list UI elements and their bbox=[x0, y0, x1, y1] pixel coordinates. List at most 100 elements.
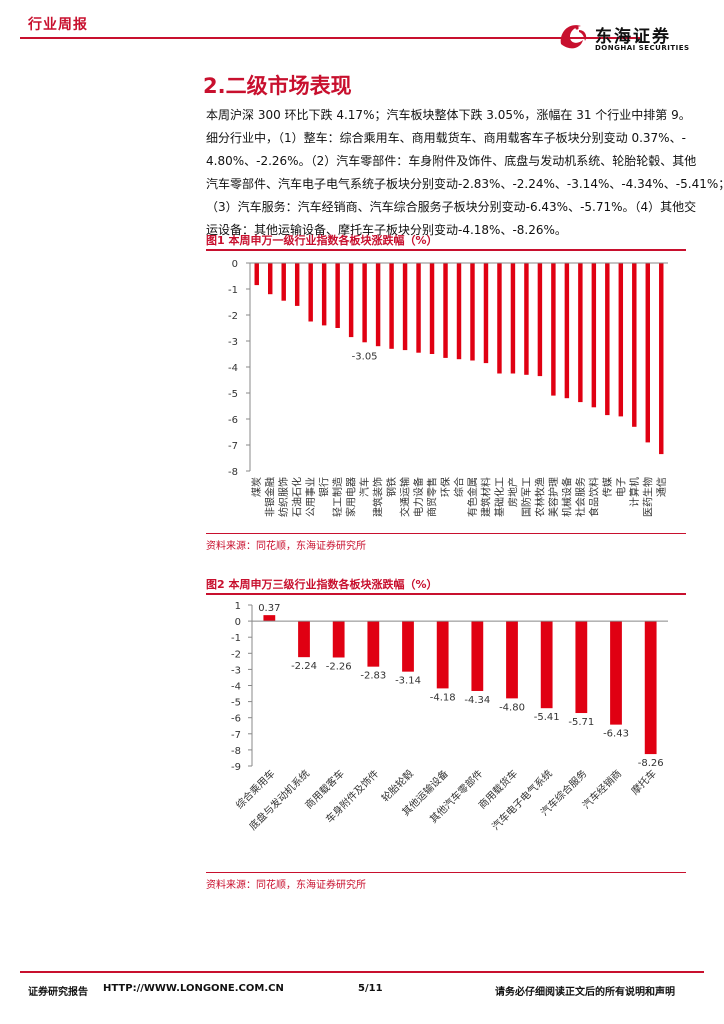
x-category-label: 汽车 bbox=[358, 477, 371, 497]
bar-医药生物 bbox=[645, 263, 650, 443]
y-tick-label: -7 bbox=[231, 730, 241, 741]
bar-电力设备 bbox=[416, 263, 421, 353]
bar-通信 bbox=[659, 263, 664, 455]
x-category-label: 银行 bbox=[318, 477, 331, 497]
bar-农林牧渔 bbox=[537, 263, 543, 377]
x-category-label: 石油石化 bbox=[291, 477, 304, 517]
figure1-title-rule bbox=[206, 249, 686, 251]
bar-综合 bbox=[456, 263, 462, 360]
bar-美容护理 bbox=[551, 263, 556, 396]
bar-非银金融 bbox=[268, 263, 273, 295]
bar-机械设备 bbox=[564, 263, 570, 399]
bar-data-label: -3.05 bbox=[352, 351, 378, 362]
y-tick-label: -6 bbox=[228, 415, 238, 426]
footer-page-number: 5/11 bbox=[358, 983, 383, 994]
x-category-label: 机械设备 bbox=[560, 477, 573, 517]
bar-data-label: 0.37 bbox=[258, 603, 280, 614]
x-category-label: 建筑装饰 bbox=[372, 477, 385, 517]
x-category-label: 传媒 bbox=[602, 477, 614, 497]
x-category-label: 有色金属 bbox=[466, 477, 479, 517]
bar-其他运输设备 bbox=[436, 621, 449, 689]
bar-基础化工 bbox=[497, 263, 502, 374]
x-category-label: 综合 bbox=[453, 477, 466, 497]
bar-data-label: -6.43 bbox=[603, 729, 629, 740]
y-tick-label: -7 bbox=[228, 441, 238, 452]
bar-纺织服饰 bbox=[281, 263, 286, 301]
footer-website-link[interactable]: HTTP://WWW.LONGONE.COM.CN bbox=[103, 983, 284, 994]
y-tick-label: -1 bbox=[228, 285, 238, 296]
bar-汽车经销商 bbox=[610, 621, 622, 725]
bar-公用事业 bbox=[308, 263, 313, 322]
bar-车身附件及饰件 bbox=[367, 621, 380, 667]
bar-data-label: -5.71 bbox=[568, 717, 594, 728]
bar-交通运输 bbox=[402, 263, 408, 351]
bar-有色金属 bbox=[470, 263, 475, 361]
bar-石油石化 bbox=[294, 263, 300, 306]
bar-汽车综合服务 bbox=[575, 621, 588, 714]
report-type-label: 行业周报 bbox=[28, 17, 88, 33]
x-category-label: 国防军工 bbox=[520, 477, 533, 517]
bar-国防军工 bbox=[524, 263, 529, 375]
x-category-label: 家用电器 bbox=[345, 477, 358, 517]
y-tick-label: 0 bbox=[232, 259, 238, 270]
footer-divider bbox=[20, 971, 704, 973]
y-tick-label: -5 bbox=[231, 698, 241, 709]
bar-计算机 bbox=[632, 263, 637, 427]
bar-data-label: -2.26 bbox=[326, 661, 352, 672]
bar-轮胎轮毂 bbox=[402, 621, 414, 672]
figure2-bar-chart: 10-1-2-3-4-5-6-7-8-90.37-2.24 -2.26-2.83-… bbox=[231, 601, 668, 833]
paragraph-line: 汽车零部件、汽车电子电气系统子板块分别变动-2.83%、-2.24%、-3.14… bbox=[206, 177, 724, 191]
y-tick-label: -2 bbox=[228, 311, 238, 322]
bar-data-label: -4.80 bbox=[499, 702, 525, 713]
figure2-title-rule bbox=[206, 593, 686, 595]
logo-name-cn: 东海证券 bbox=[595, 27, 671, 47]
y-tick-label: 1 bbox=[235, 601, 241, 612]
y-tick-label: -8 bbox=[231, 746, 241, 757]
x-category-label: 商贸零售 bbox=[426, 477, 439, 517]
footer-report-label: 证券研究报告 bbox=[28, 987, 88, 998]
bar-家用电器 bbox=[348, 263, 354, 338]
bar-社会服务 bbox=[578, 263, 583, 403]
y-tick-label: -8 bbox=[228, 467, 238, 478]
y-tick-label: -1 bbox=[231, 633, 241, 644]
bar-综合乘用车 bbox=[263, 615, 276, 622]
x-category-label: 轻工制造 bbox=[331, 477, 344, 517]
figure1-title: 图1 本周申万一级行业指数各板块涨跌幅（%） bbox=[206, 234, 438, 247]
dragon-logo-icon bbox=[560, 25, 587, 49]
x-category-label: 交通运输 bbox=[399, 477, 412, 517]
x-category-label: 电子 bbox=[614, 477, 627, 497]
bar-data-label: -4.34 bbox=[464, 695, 490, 706]
footer-disclaimer: 请务必仔细阅读正文后的所有说明和声明 bbox=[495, 987, 675, 998]
x-category-label: 美容护理 bbox=[547, 477, 560, 517]
paragraph-line: 细分行业中，（1）整车：综合乘用车、商用载货车、商用载客车子板块分别变动 0.3… bbox=[206, 131, 686, 145]
bar-建筑材料 bbox=[483, 263, 489, 364]
figure2-source: 资料来源：同花顺，东海证券研究所 bbox=[206, 880, 366, 891]
paragraph-line: （3）汽车服务：汽车经销商、汽车综合服务子板块分别变动-6.43%、-5.71%… bbox=[206, 200, 697, 214]
x-category-label: 基础化工 bbox=[493, 477, 506, 517]
bar-电子 bbox=[618, 263, 624, 417]
x-category-label: 通信 bbox=[656, 477, 668, 497]
bar-其他汽车零部件 bbox=[471, 621, 484, 691]
x-category-label: 农林牧渔 bbox=[533, 477, 546, 517]
bar-商贸零售 bbox=[429, 263, 435, 354]
paragraph-line: 本周沪深 300 环比下跌 4.17%；汽车板块整体下跌 3.05%，涨幅在 3… bbox=[206, 108, 691, 122]
section-title: 2.二级市场表现 bbox=[203, 74, 352, 98]
bar-data-label: -3.14 bbox=[395, 676, 421, 687]
bar-房地产 bbox=[510, 263, 516, 374]
figure2-source-rule bbox=[206, 872, 686, 873]
figure2-title: 图2 本周申万三级行业指数各板块涨跌幅（%） bbox=[206, 578, 438, 591]
bar-data-label: -4.18 bbox=[430, 692, 456, 703]
bar-data-label: -5.41 bbox=[534, 712, 560, 723]
bar-data-label: -8.26 bbox=[638, 758, 664, 769]
y-tick-label: -4 bbox=[228, 363, 238, 374]
x-category-label: 社会服务 bbox=[574, 477, 587, 517]
header-divider bbox=[20, 37, 640, 39]
bar-摩托车 bbox=[644, 621, 657, 755]
bar-底盘与发动机系统 bbox=[298, 621, 310, 658]
figure1-source-rule bbox=[206, 533, 686, 534]
bar-环保 bbox=[443, 263, 448, 358]
x-category-label: 轮胎轮毂 bbox=[379, 767, 416, 804]
bar-商用载客车 bbox=[332, 621, 345, 658]
x-category-label: 煤炭 bbox=[250, 477, 263, 497]
x-category-label: 食品饮料 bbox=[587, 477, 600, 517]
